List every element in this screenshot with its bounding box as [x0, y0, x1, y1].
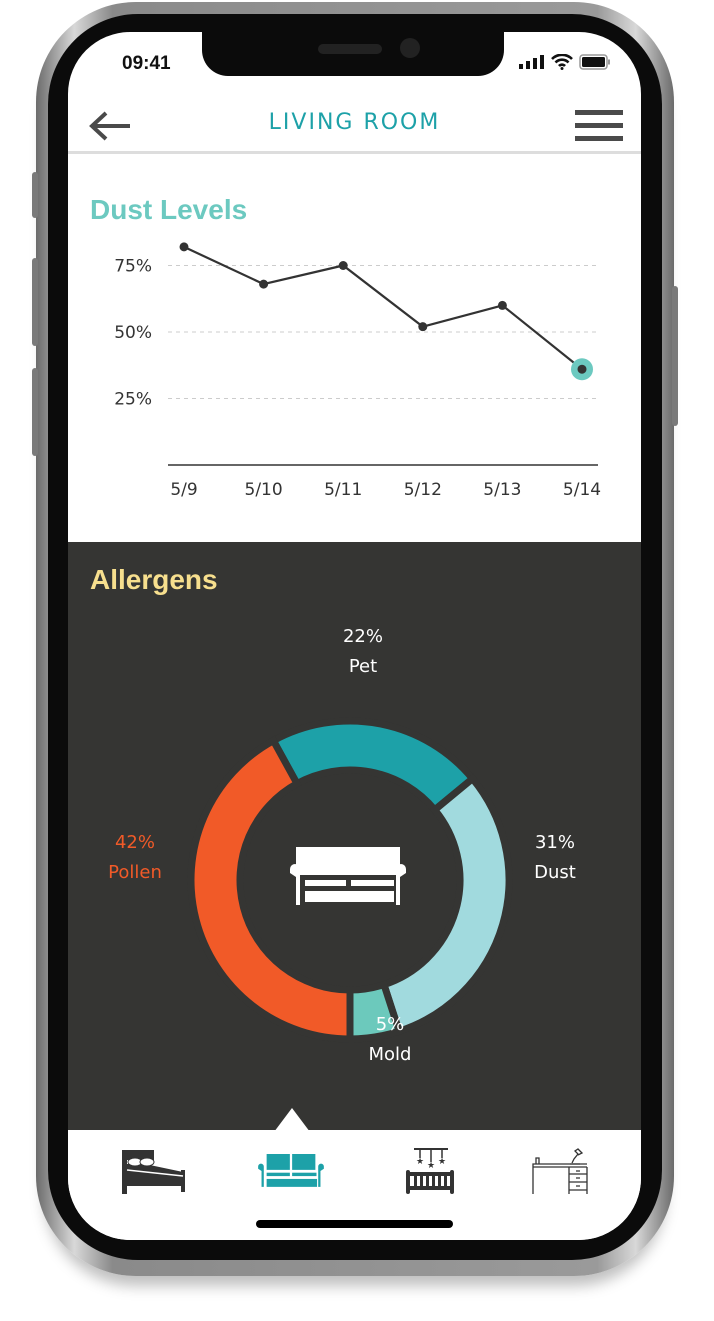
bed-icon — [122, 1150, 185, 1194]
signal-icon — [519, 55, 544, 69]
x-tick-label: 5/13 — [483, 480, 521, 500]
hamburger-menu-icon[interactable] — [575, 110, 623, 142]
tab-living-room[interactable] — [258, 1154, 324, 1188]
donut-slice-pollen[interactable] — [187, 735, 354, 1043]
crib-icon: ★ ★ ★ — [406, 1148, 454, 1194]
volume-up-button — [32, 258, 38, 346]
pollen-percent: 42% — [114, 832, 155, 853]
status-time: 09:41 — [122, 53, 171, 74]
data-point[interactable] — [497, 300, 507, 310]
mute-switch — [32, 172, 38, 218]
allergens-panel: Allergens 22% Pet 31% Dust 5% Mold 42% Polle… — [68, 542, 641, 1132]
sofa-icon — [290, 847, 406, 905]
active-tab-indicator — [274, 1108, 310, 1132]
battery-icon — [579, 54, 610, 70]
data-point[interactable] — [338, 261, 348, 270]
dust-label: 31% Dust — [510, 828, 600, 888]
donut-slice-pet[interactable] — [268, 717, 478, 815]
volume-down-button — [32, 368, 38, 456]
x-tick-label: 5/9 — [170, 480, 197, 500]
y-tick-label: 50% — [114, 323, 152, 343]
tab-bedroom[interactable] — [120, 1150, 186, 1194]
allergens-title: Allergens — [90, 564, 218, 595]
donut-slice-dust[interactable] — [379, 773, 513, 1036]
svg-text:★: ★ — [416, 1157, 424, 1167]
dust-name: Dust — [534, 862, 576, 883]
x-tick-label: 5/12 — [404, 480, 442, 500]
mold-percent: 5% — [375, 1014, 405, 1035]
dust-levels-title: Dust Levels — [90, 194, 248, 225]
x-tick-label: 5/10 — [245, 480, 283, 500]
mold-name: Mold — [368, 1044, 412, 1065]
back-arrow-icon[interactable] — [88, 110, 132, 142]
data-point[interactable] — [418, 322, 428, 332]
power-button — [672, 286, 678, 426]
data-point[interactable] — [577, 364, 587, 374]
pet-name: Pet — [348, 656, 378, 677]
y-tick-label: 25% — [114, 390, 152, 410]
dust-line-chart: 25% 50% 75% 5/9 5/10 5/11 5/12 5/13 5/14 — [114, 242, 601, 500]
svg-text:★: ★ — [427, 1161, 435, 1171]
pollen-label: 42% Pollen — [90, 828, 180, 888]
app-header: LIVING ROOM — [68, 98, 641, 154]
page-title: LIVING ROOM — [268, 110, 441, 135]
x-tick-label: 5/14 — [563, 480, 601, 500]
allergens-donut-chart — [187, 717, 513, 1043]
wifi-icon — [551, 54, 573, 70]
sofa-icon — [258, 1154, 324, 1187]
mold-label: 5% Mold — [345, 1010, 435, 1070]
svg-text:★: ★ — [438, 1157, 446, 1167]
home-indicator[interactable] — [256, 1220, 453, 1228]
tab-office[interactable] — [532, 1148, 588, 1194]
dust-line — [183, 245, 583, 371]
y-tick-label: 75% — [114, 257, 152, 277]
screen: 09:41 LIVING ROOM Dust Levels 25% 50% 75% 5… — [68, 32, 641, 1240]
status-icons — [519, 54, 611, 70]
dust-percent: 31% — [534, 832, 575, 853]
data-point[interactable] — [179, 242, 189, 252]
desk-icon — [532, 1148, 588, 1194]
pet-label: 22% Pet — [318, 622, 408, 682]
tab-nursery[interactable]: ★ ★ ★ — [406, 1148, 454, 1194]
notch — [202, 32, 504, 76]
x-tick-label: 5/11 — [324, 480, 362, 500]
pet-percent: 22% — [342, 626, 383, 647]
pollen-name: Pollen — [108, 862, 162, 883]
data-point[interactable] — [259, 279, 269, 289]
